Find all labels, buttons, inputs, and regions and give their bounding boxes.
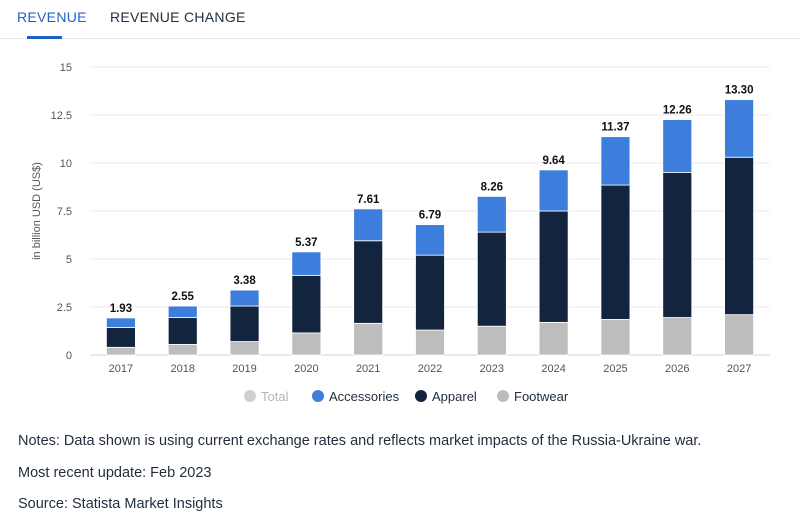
total-data-label: 12.26: [663, 105, 692, 117]
total-data-label: 5.37: [295, 237, 317, 249]
total-data-label: 11.37: [601, 122, 629, 134]
y-tick-label: 2.5: [57, 302, 72, 314]
legend-label-accessories: Accessories: [329, 389, 400, 404]
legend-dot-accessories: [312, 390, 324, 402]
total-data-label: 6.79: [419, 210, 441, 222]
bar-footwear-2019: [229, 341, 260, 356]
legend-item-footwear[interactable]: Footwear: [497, 389, 568, 404]
bar-apparel-2025: [600, 184, 631, 320]
bar-accessories-2022: [415, 224, 445, 256]
y-tick-label: 12.5: [51, 110, 72, 122]
total-data-label: 7.61: [357, 194, 380, 206]
bar-apparel-2023: [476, 231, 507, 327]
x-tick-label: 2025: [603, 363, 627, 375]
x-tick-label: 2023: [480, 363, 504, 375]
update-text: Most recent update: Feb 2023: [18, 465, 212, 481]
x-tick-label: 2019: [232, 363, 256, 375]
bar-footwear-2027: [724, 314, 754, 356]
active-tab-indicator: [27, 36, 62, 39]
legend-label-footwear: Footwear: [514, 389, 569, 404]
bar-apparel-2021: [353, 240, 384, 324]
bar-footwear-2023: [476, 325, 507, 356]
chart-legend: Total Accessories Apparel Footwear: [0, 389, 800, 407]
bar-accessories-2020: [291, 251, 322, 276]
bar-accessories-2019: [229, 289, 260, 307]
bar-accessories-2026: [662, 119, 693, 174]
x-tick-label: 2018: [170, 363, 194, 375]
notes-text: Notes: Data shown is using current excha…: [18, 433, 702, 449]
bar-apparel-2017: [106, 327, 136, 348]
total-data-label: 13.30: [725, 85, 754, 97]
legend-dot-footwear: [497, 390, 509, 402]
x-tick-label: 2021: [356, 363, 380, 375]
y-tick-label: 0: [66, 350, 72, 362]
bar-accessories-2024: [538, 169, 569, 212]
total-data-label: 8.26: [481, 181, 503, 193]
bar-footwear-2021: [353, 322, 384, 356]
y-tick-label: 15: [60, 62, 72, 74]
bar-footwear-2018: [167, 344, 198, 356]
y-tick-label: 10: [60, 158, 72, 170]
bar-apparel-2024: [538, 210, 569, 323]
bar-accessories-2025: [600, 136, 631, 186]
legend-label-total: Total: [261, 389, 289, 404]
total-data-label: 2.55: [172, 291, 195, 303]
bar-accessories-2023: [476, 196, 507, 233]
total-data-label: 1.93: [110, 303, 132, 315]
x-tick-label: 2024: [541, 363, 565, 375]
legend-dot-apparel: [415, 390, 427, 402]
y-tick-label: 7.5: [57, 206, 72, 218]
tab-bar: REVENUE REVENUE CHANGE: [0, 0, 800, 39]
legend-item-total[interactable]: Total: [244, 389, 288, 404]
bar-accessories-2021: [353, 208, 384, 242]
x-tick-label: 2022: [418, 363, 442, 375]
y-tick-label: 5: [66, 254, 72, 266]
x-tick-label: 2026: [665, 363, 689, 375]
total-data-label: 3.38: [233, 275, 256, 287]
bar-apparel-2019: [229, 305, 260, 342]
tab-revenue-change[interactable]: REVENUE CHANGE: [110, 9, 246, 25]
bar-footwear-2026: [662, 317, 693, 356]
legend-item-apparel[interactable]: Apparel: [415, 389, 477, 404]
x-tick-label: 2027: [727, 363, 751, 375]
legend-dot-total: [244, 390, 256, 402]
legend-item-accessories[interactable]: Accessories: [312, 389, 399, 404]
x-tick-label: 2017: [109, 363, 133, 375]
bar-accessories-2027: [724, 99, 754, 158]
bar-footwear-2017: [106, 346, 136, 356]
bar-apparel-2020: [291, 274, 322, 334]
bar-footwear-2024: [538, 321, 569, 356]
bar-accessories-2017: [106, 317, 136, 328]
source-text: Source: Statista Market Insights: [18, 496, 223, 512]
bar-apparel-2027: [724, 156, 754, 316]
bar-accessories-2018: [167, 305, 198, 318]
bar-footwear-2025: [600, 319, 631, 356]
bar-apparel-2022: [415, 254, 445, 331]
x-tick-label: 2020: [294, 363, 318, 375]
total-data-label: 9.64: [542, 155, 565, 167]
legend-label-apparel: Apparel: [432, 389, 477, 404]
bar-footwear-2020: [291, 332, 322, 356]
y-axis-label: in billion USD (US$): [31, 162, 43, 260]
tab-revenue[interactable]: REVENUE: [17, 9, 87, 25]
bar-apparel-2018: [167, 317, 198, 345]
bar-footwear-2022: [415, 329, 445, 356]
bar-apparel-2026: [662, 172, 693, 318]
